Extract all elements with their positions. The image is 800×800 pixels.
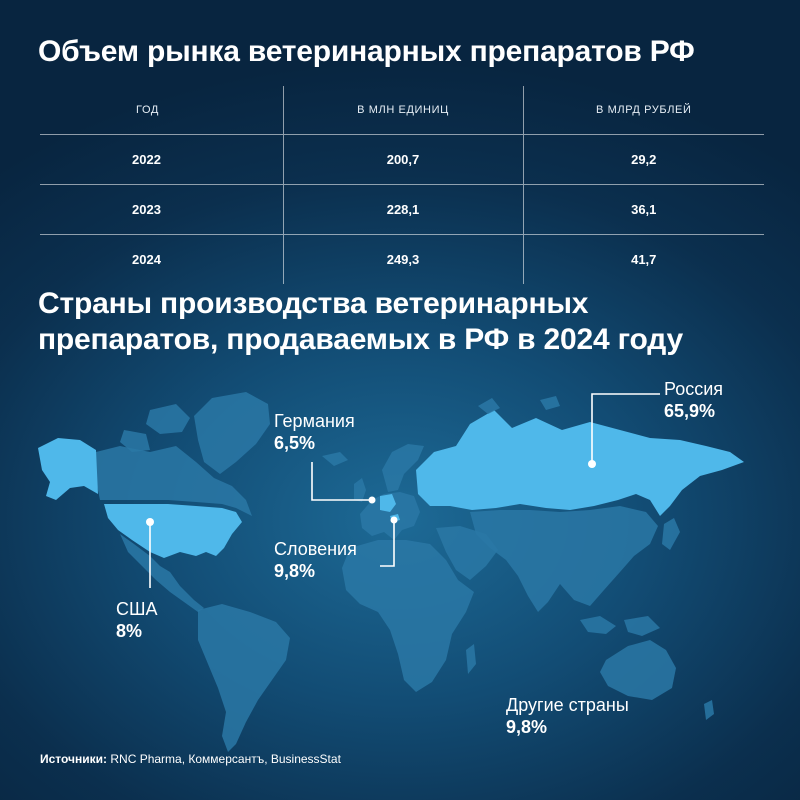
russian-arctic-islands-shape	[478, 396, 560, 414]
table-header-row: ГОД В МЛН ЕДИНИЦ В МЛРД РУБЛЕЙ	[40, 86, 764, 135]
cell-year: 2023	[40, 184, 283, 235]
greenland-shape	[194, 392, 270, 474]
cell-rubles: 29,2	[522, 134, 764, 185]
germany-name: Германия	[274, 411, 355, 431]
header-rubles: В МЛРД РУБЛЕЙ	[522, 86, 764, 135]
asia-shape	[470, 506, 658, 612]
russia-label: Россия 65,9%	[664, 378, 723, 422]
germany-shape	[380, 494, 396, 512]
canada-shape	[96, 446, 252, 516]
russia-name: Россия	[664, 379, 724, 399]
russia-shape	[416, 410, 744, 516]
scandinavia-shape	[382, 444, 424, 492]
southeast-asia-shape	[580, 616, 660, 636]
cell-year: 2022	[40, 134, 283, 185]
table-row: 2022 200,7 29,2	[40, 134, 764, 185]
header-units: В МЛН ЕДИНИЦ	[282, 86, 523, 135]
other-countries-label: Другие страны 9,8%	[506, 694, 629, 738]
germany-leader	[311, 462, 376, 504]
south-america-shape	[198, 604, 290, 752]
source-text: RNC Pharma, Коммерсантъ, BusinessStat	[107, 752, 341, 766]
madagascar-shape	[466, 644, 476, 674]
map-title: Страны производства ветеринарных препара…	[38, 287, 683, 356]
other-countries-name: Другие страны	[506, 695, 629, 715]
other-countries-percent: 9,8%	[506, 717, 548, 737]
table-row: 2024 249,3 41,7	[40, 234, 764, 284]
slovenia-leader	[380, 516, 398, 567]
russia-percent: 65,9%	[664, 401, 716, 421]
market-title: Объем рынка ветеринарных препаратов РФ	[38, 35, 695, 68]
source-note: Источники: RNC Pharma, Коммерсантъ, Busi…	[40, 752, 341, 766]
cell-units: 200,7	[282, 134, 523, 185]
usa-name: США	[116, 599, 158, 619]
header-year: ГОД	[40, 86, 283, 135]
australia-shape	[600, 640, 676, 700]
market-volume-table: ГОД В МЛН ЕДИНИЦ В МЛРД РУБЛЕЙ 2022 200,…	[40, 86, 764, 284]
cell-year: 2024	[132, 252, 161, 267]
cell-rubles: 41,7	[522, 234, 764, 284]
slovenia-name: Словения	[274, 539, 357, 559]
central-america-shape	[120, 534, 204, 612]
cell-rubles: 36,1	[522, 184, 764, 235]
germany-label: Германия 6,5%	[274, 410, 355, 454]
iceland-shape	[322, 452, 348, 466]
source-label: Источники:	[40, 752, 108, 766]
russia-leader	[588, 393, 660, 468]
cell-units: 249,3	[282, 234, 523, 284]
usa-percent: 8%	[116, 621, 143, 641]
new-zealand-shape	[704, 700, 714, 720]
alaska-shape	[38, 438, 98, 500]
slovenia-label: Словения 9,8%	[274, 538, 357, 582]
usa-leader	[146, 518, 154, 588]
cell-units: 228,1	[282, 184, 523, 235]
japan-shape	[662, 518, 680, 550]
usa-label: США 8%	[116, 598, 158, 642]
germany-percent: 6,5%	[274, 433, 316, 453]
table-row: 2023 228,1 36,1	[40, 184, 764, 235]
africa-shape	[342, 540, 474, 692]
uk-shape	[354, 478, 366, 502]
usa-shape	[104, 504, 242, 558]
slovenia-percent: 9,8%	[274, 561, 316, 581]
arctic-islands-shape	[120, 404, 190, 452]
